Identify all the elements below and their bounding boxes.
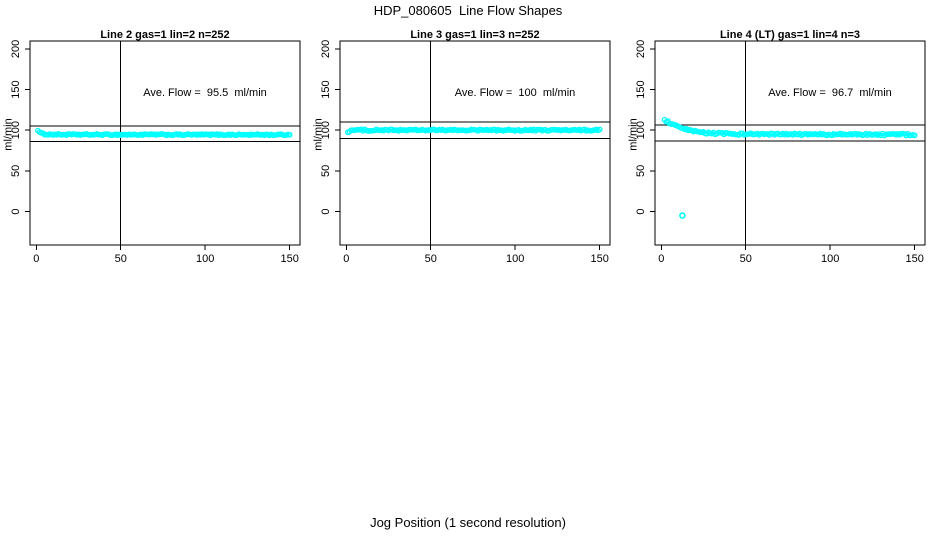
y-tick-label: 0 bbox=[320, 208, 332, 214]
y-axis-label-line4: ml/min bbox=[627, 118, 640, 151]
panel-title-line4: Line 4 (LT) gas=1 lin=4 n=3 bbox=[719, 29, 861, 41]
panel-title-line2: Line 2 gas=1 lin=2 n=252 bbox=[100, 29, 230, 41]
y-tick-label: 200 bbox=[10, 40, 22, 58]
y-tick-label: 150 bbox=[320, 80, 332, 98]
flow-point bbox=[286, 132, 293, 138]
x-axis-label: Jog Position (1 second resolution) bbox=[370, 515, 566, 530]
x-tick-label: 0 bbox=[658, 253, 664, 265]
x-tick-label: 50 bbox=[425, 253, 437, 265]
plot-box bbox=[339, 40, 611, 246]
plot-area-line3: 0 50 100 150 0 50 100 150 200 bbox=[320, 40, 611, 265]
y-tick-label: 200 bbox=[320, 40, 332, 58]
x-tick-label: 50 bbox=[115, 253, 127, 265]
x-tick-label: 100 bbox=[196, 253, 214, 265]
data-points bbox=[35, 127, 293, 139]
y-tick-label: 0 bbox=[635, 208, 647, 214]
panel-line2: 0 50 100 150 0 50 100 150 200 Line 2 gas=1 lin=2… bbox=[0, 20, 312, 282]
flow-point bbox=[596, 126, 603, 133]
axes bbox=[335, 40, 611, 250]
y-tick-label: 100 bbox=[635, 121, 647, 139]
ave-flow-annotation-line2: Ave. Flow = 95.5 ml/min bbox=[143, 87, 267, 99]
x-tick-label: 150 bbox=[591, 253, 609, 265]
y-tick-label: 150 bbox=[635, 80, 647, 98]
panel-line3: 0 50 100 150 0 50 100 150 200 Line 3 gas=1 lin=3… bbox=[310, 20, 622, 282]
y-tick-label: 50 bbox=[10, 165, 22, 177]
x-tick-label: 100 bbox=[821, 253, 839, 265]
data-points bbox=[345, 126, 603, 136]
x-tick-label: 150 bbox=[281, 253, 299, 265]
x-tick-label: 150 bbox=[906, 253, 924, 265]
y-tick-label: 150 bbox=[10, 80, 22, 98]
axes bbox=[650, 40, 926, 250]
plot-box bbox=[654, 40, 926, 246]
outlier-point bbox=[679, 212, 686, 219]
ave-flow-annotation-line4: Ave. Flow = 96.7 ml/min bbox=[768, 87, 892, 99]
x-tick-label: 0 bbox=[33, 253, 39, 265]
axes bbox=[25, 40, 301, 250]
y-tick-label: 100 bbox=[10, 121, 22, 139]
plot-area-line4: 0 50 100 150 0 50 100 150 200 bbox=[635, 40, 926, 265]
y-axis-label-line3: ml/min bbox=[312, 118, 325, 151]
y-axis-label-line2: ml/min bbox=[2, 118, 15, 151]
y-tick-label: 0 bbox=[10, 208, 22, 214]
ave-flow-annotation-line3: Ave. Flow = 100 ml/min bbox=[454, 87, 576, 99]
data-points bbox=[661, 116, 918, 219]
flow-point bbox=[911, 132, 918, 139]
x-tick-label: 50 bbox=[740, 253, 752, 265]
x-tick-label: 0 bbox=[343, 253, 349, 265]
y-tick-label: 50 bbox=[320, 165, 332, 177]
panel-line4: 0 50 100 150 0 50 100 150 200 Line 4 (LT) gas=1 … bbox=[625, 20, 936, 282]
y-tick-label: 200 bbox=[635, 40, 647, 58]
panel-title-line3: Line 3 gas=1 lin=3 n=252 bbox=[410, 29, 540, 41]
plot-area-line2: 0 50 100 150 0 50 100 150 200 bbox=[10, 40, 301, 265]
y-tick-label: 50 bbox=[635, 165, 647, 177]
x-tick-label: 100 bbox=[506, 253, 524, 265]
plot-box bbox=[29, 40, 301, 246]
y-tick-label: 100 bbox=[320, 121, 332, 139]
main-title: HDP_080605 Line Flow Shapes bbox=[373, 3, 563, 18]
